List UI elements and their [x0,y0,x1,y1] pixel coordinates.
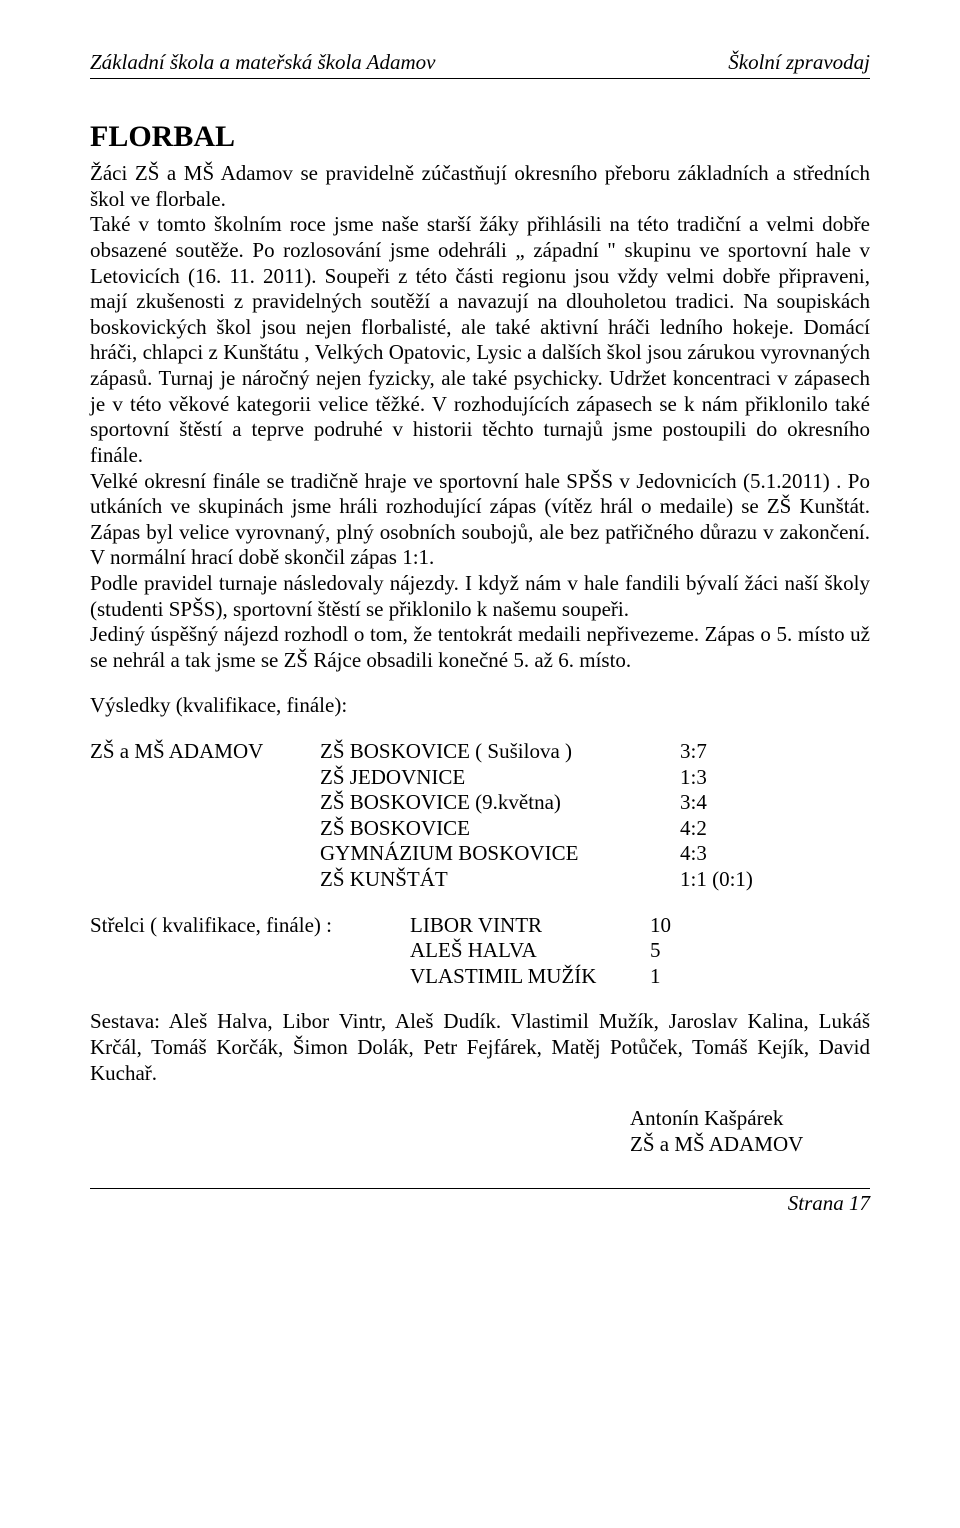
results-score: 3:4 [680,790,800,816]
header-right: Školní zpravodaj [728,50,870,76]
results-opponent: ZŠ BOSKOVICE (9.května) [320,790,680,816]
page-footer: Strana 17 [90,1188,870,1217]
lineup-text: Sestava: Aleš Halva, Libor Vintr, Aleš D… [90,1009,870,1086]
results-score: 4:2 [680,816,800,842]
shooter-name: VLASTIMIL MUŽÍK [410,964,650,990]
results-score: 3:7 [680,739,800,765]
results-score-column: 3:71:33:44:24:31:1 (0:1) [680,739,800,893]
signature-org: ZŠ a MŠ ADAMOV [630,1132,870,1158]
article-body: Žáci ZŠ a MŠ Adamov se pravidelně zúčast… [90,161,870,673]
results-opponent: ZŠ BOSKOVICE [320,816,680,842]
results-score: 1:1 (0:1) [680,867,800,893]
shooters-label-column: Střelci ( kvalifikace, finále) : [90,913,410,990]
results-team-column: ZŠ a MŠ ADAMOV [90,739,320,893]
signature-block: Antonín Kašpárek ZŠ a MŠ ADAMOV [630,1106,870,1157]
results-opponent: ZŠ KUNŠTÁT [320,867,680,893]
shooters-name-column: LIBOR VINTRALEŠ HALVAVLASTIMIL MUŽÍK [410,913,650,990]
signature-name: Antonín Kašpárek [630,1106,870,1132]
shooters-table: Střelci ( kvalifikace, finále) : LIBOR V… [90,913,870,990]
page-header: Základní škola a mateřská škola Adamov Š… [90,50,870,79]
shooters-label: Střelci ( kvalifikace, finále) : [90,913,332,937]
results-team: ZŠ a MŠ ADAMOV [90,739,320,765]
shooter-name: ALEŠ HALVA [410,938,650,964]
results-score: 1:3 [680,765,800,791]
header-left: Základní škola a mateřská škola Adamov [90,50,436,76]
results-table: ZŠ a MŠ ADAMOV ZŠ BOSKOVICE ( Sušilova )… [90,739,870,893]
article-title: FLORBAL [90,119,870,156]
results-opponent: GYMNÁZIUM BOSKOVICE [320,841,680,867]
shooter-count: 10 [650,913,710,939]
shooter-name: LIBOR VINTR [410,913,650,939]
results-score: 4:3 [680,841,800,867]
document-page: Základní škola a mateřská škola Adamov Š… [0,0,960,1256]
results-heading: Výsledky (kvalifikace, finále): [90,693,870,719]
shooters-count-column: 1051 [650,913,710,990]
shooter-count: 1 [650,964,710,990]
results-opponent-column: ZŠ BOSKOVICE ( Sušilova )ZŠ JEDOVNICEZŠ … [320,739,680,893]
results-opponent: ZŠ JEDOVNICE [320,765,680,791]
results-opponent: ZŠ BOSKOVICE ( Sušilova ) [320,739,680,765]
shooter-count: 5 [650,938,710,964]
